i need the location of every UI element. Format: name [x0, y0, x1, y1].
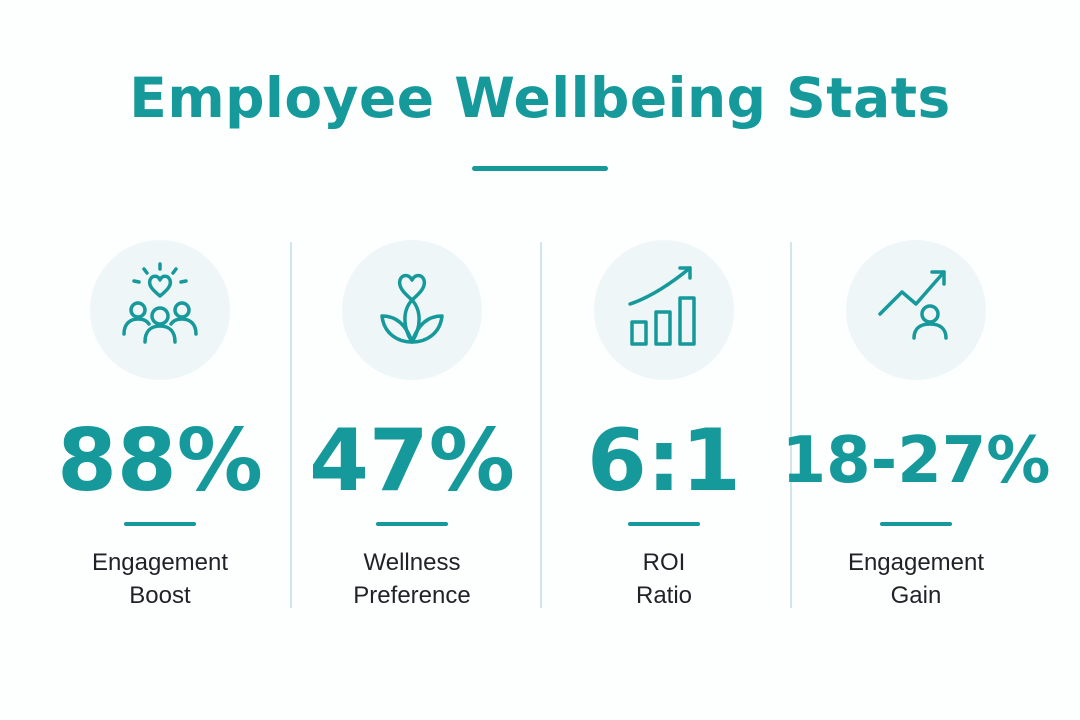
stat-engagement-boost: 88% Engagement Boost	[40, 240, 280, 612]
page-title: Employee Wellbeing Stats	[129, 66, 951, 130]
stat-engagement-gain: 18-27% Engagement Gain	[782, 240, 1050, 612]
stat-label-line: Wellness	[363, 549, 461, 576]
stat-value: 47%	[309, 411, 515, 511]
people-heart-icon	[90, 240, 230, 380]
stat-label-line: Engagement	[847, 549, 985, 576]
stat-label: Engagement Boost	[92, 546, 228, 612]
stat-value: 88%	[57, 411, 263, 511]
stat-wellness-preference: 47% Wellness Preference	[292, 240, 532, 612]
title-underline	[472, 166, 608, 171]
value-underline	[376, 522, 448, 526]
stat-roi-ratio: 6:1 ROI Ratio	[544, 240, 784, 612]
lotus-heart-icon	[342, 240, 482, 380]
person-trend-up-icon	[846, 240, 986, 380]
stat-value: 18-27%	[781, 424, 1051, 498]
stat-label-line: Gain	[890, 582, 942, 609]
stat-label-line: Boost	[129, 582, 191, 609]
stat-label-line: ROI	[642, 549, 686, 576]
stat-label-line: Ratio	[635, 582, 693, 609]
bar-chart-growth-icon	[594, 240, 734, 380]
value-underline	[124, 522, 196, 526]
value-underline	[628, 522, 700, 526]
stat-label-line: Engagement	[91, 549, 229, 576]
stat-value: 6:1	[586, 411, 742, 511]
stat-label-line: Preference	[353, 582, 471, 609]
stat-label: ROI Ratio	[636, 546, 692, 612]
stat-label: Engagement Gain	[848, 546, 984, 612]
stat-label: Wellness Preference	[353, 546, 470, 612]
column-divider	[290, 242, 292, 608]
value-underline	[880, 522, 952, 526]
column-divider	[790, 242, 792, 608]
column-divider	[540, 242, 542, 608]
